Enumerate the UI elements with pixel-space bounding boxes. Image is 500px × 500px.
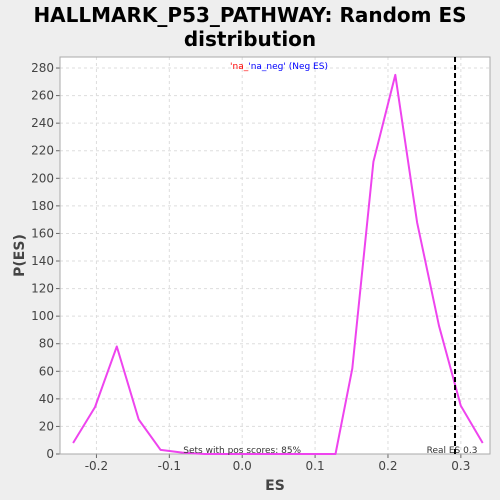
- y-tick-label: 40: [39, 392, 54, 406]
- x-tick-label: 0.0: [233, 459, 252, 473]
- y-tick-label: 200: [31, 171, 54, 185]
- y-tick-label: 280: [31, 61, 54, 75]
- pos-scores-annotation: Sets with pos scores: 85%: [183, 446, 301, 456]
- x-axis-label: ES: [265, 478, 285, 494]
- y-tick-label: 180: [31, 199, 54, 213]
- x-tick-label: 0.1: [306, 459, 325, 473]
- chart-title-line-2: distribution: [183, 27, 317, 51]
- legend-part-2: 'na_neg' (Neg ES): [248, 62, 328, 72]
- plot-area: [60, 57, 490, 454]
- legend-part-1: 'na_: [230, 62, 249, 72]
- y-tick-label: 160: [31, 226, 54, 240]
- y-tick-label: 120: [31, 282, 54, 296]
- y-tick-label: 220: [31, 144, 54, 158]
- y-tick-label: 240: [31, 116, 54, 130]
- y-tick-label: 100: [31, 309, 54, 323]
- y-tick-label: 0: [46, 447, 54, 461]
- x-tick-label: 0.3: [451, 459, 470, 473]
- y-tick-label: 140: [31, 254, 54, 268]
- grid: [60, 57, 490, 455]
- real-es-label: Real ES 0.3: [427, 446, 478, 456]
- x-tick-label: -0.1: [158, 459, 181, 473]
- chart-title-line-1: HALLMARK_P53_PATHWAY: Random ES: [33, 3, 467, 27]
- y-tick-label: 60: [39, 364, 54, 378]
- x-tick-label: 0.2: [378, 459, 397, 473]
- x-tick-label: -0.2: [85, 459, 108, 473]
- y-tick-label: 260: [31, 89, 54, 103]
- y-axis-label: P(ES): [12, 234, 28, 277]
- y-tick-label: 20: [39, 419, 54, 433]
- series-line: [72, 73, 484, 455]
- series: [72, 73, 484, 455]
- y-tick-label: 80: [39, 337, 54, 351]
- legend: 'na_'na_neg' (Neg ES): [230, 62, 328, 72]
